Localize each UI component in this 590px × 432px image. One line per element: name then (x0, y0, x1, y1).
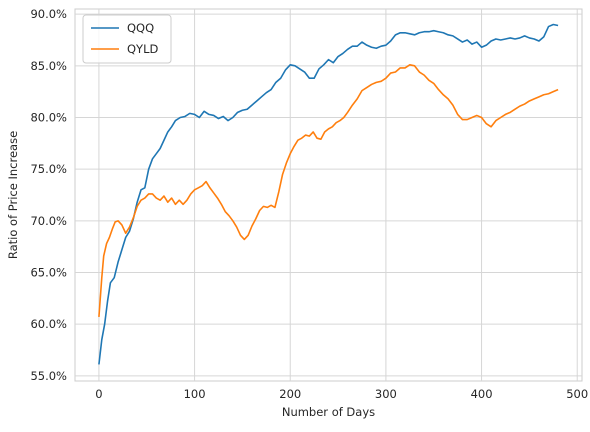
y-tick-label: 70.0% (30, 214, 67, 228)
y-tick-label: 90.0% (30, 7, 67, 21)
x-tick-label: 500 (566, 387, 588, 401)
legend: QQQ QYLD (82, 14, 172, 64)
grid-lines (75, 9, 582, 381)
x-tick-label: 100 (184, 387, 206, 401)
y-tick-labels: 55.0% 60.0% 65.0% 70.0% 75.0% 80.0% 85.0% 90.0% (30, 7, 67, 383)
y-tick-label: 65.0% (30, 266, 67, 280)
series-line-qqq (98, 23, 559, 365)
y-axis-label: Ratio of Price Increase (6, 131, 20, 259)
x-tick-labels: 0 100 200 300 400 500 (95, 387, 588, 401)
y-tick-label: 60.0% (30, 317, 67, 331)
legend-label-qyld: QYLD (127, 42, 158, 56)
legend-label-qqq: QQQ (127, 21, 154, 35)
x-tick-label: 200 (279, 387, 301, 401)
plot-area (74, 8, 583, 382)
y-tick-label: 55.0% (30, 369, 67, 383)
y-tick-label: 75.0% (30, 162, 67, 176)
y-tick-label: 85.0% (30, 59, 67, 73)
legend-box (82, 14, 172, 64)
x-tick-label: 400 (471, 387, 493, 401)
series-line-qyld (98, 64, 559, 317)
x-axis-label: Number of Days (282, 405, 375, 419)
x-tick-label: 300 (375, 387, 397, 401)
series-lines (98, 23, 559, 365)
x-tick-label: 0 (95, 387, 102, 401)
y-tick-label: 80.0% (30, 111, 67, 125)
